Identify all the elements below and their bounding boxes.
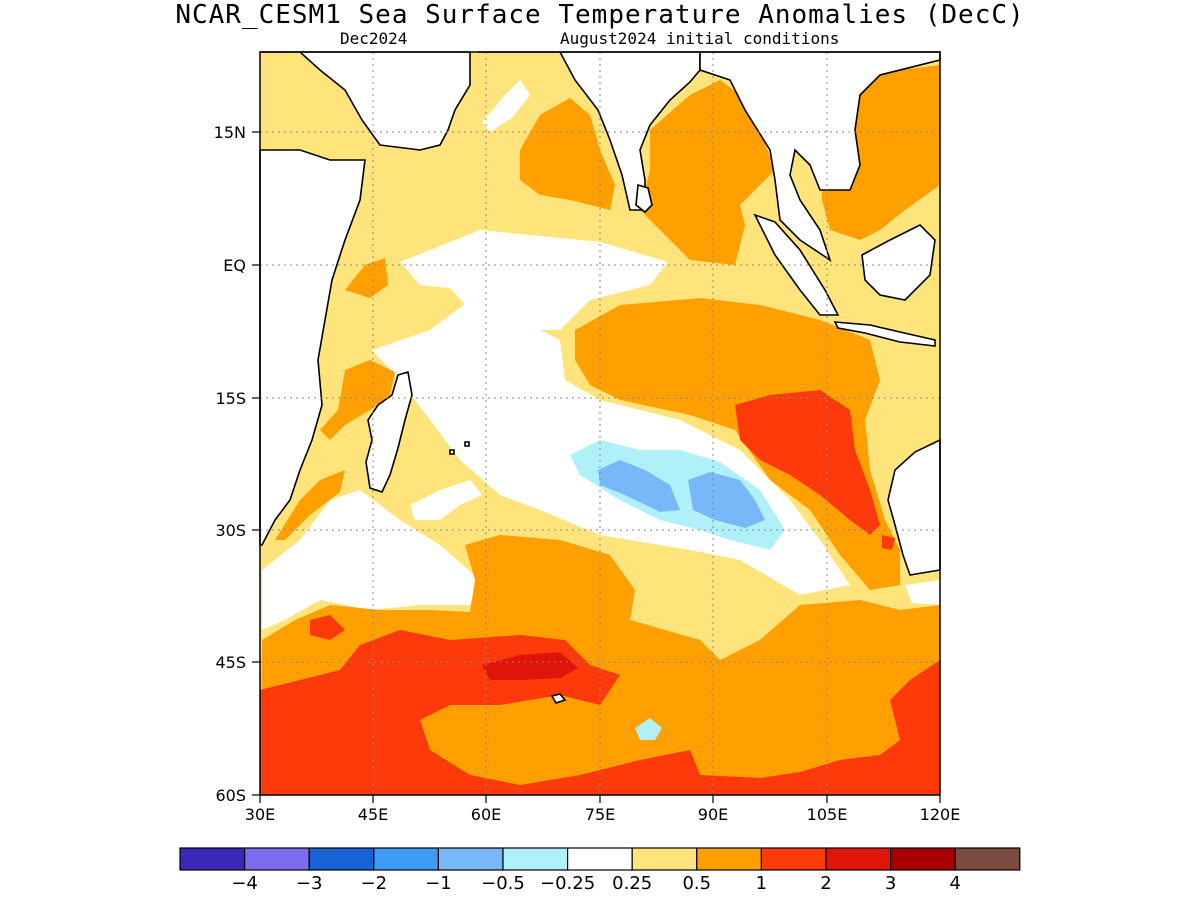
anomaly-lightblue-small xyxy=(635,718,662,740)
gridlines xyxy=(260,52,940,795)
land-mauritius xyxy=(449,449,455,455)
colorbar-label: −3 xyxy=(296,873,323,894)
land-masses xyxy=(259,51,941,704)
land-indochina xyxy=(699,51,941,262)
colorbar-swatch xyxy=(308,847,375,871)
anomaly-white-se xyxy=(905,580,940,605)
anomaly-orange-arabian xyxy=(520,98,615,210)
anomaly-orange-mada xyxy=(320,360,395,440)
lon-label: 105E xyxy=(807,805,848,824)
anomaly-white-sw xyxy=(262,490,480,630)
colorbar-label: −2 xyxy=(361,873,388,894)
lon-labels: 30E 45E 60E 75E 90E 105E 120E xyxy=(245,805,961,824)
lon-label: 60E xyxy=(471,805,501,824)
colorbar-swatch xyxy=(825,847,892,871)
anomaly-darkred-core xyxy=(482,652,578,680)
lon-label: 75E xyxy=(585,805,615,824)
colorbar-label: 3 xyxy=(885,873,896,894)
anomaly-blue-east xyxy=(688,472,765,528)
land-madagascar xyxy=(365,370,413,493)
land-australia xyxy=(887,438,941,576)
colorbar-swatch xyxy=(244,847,310,871)
colorbar-label: −4 xyxy=(231,873,258,894)
anomaly-white-small xyxy=(410,480,482,520)
colorbar-swatch xyxy=(954,847,1021,871)
anomaly-orange-somali xyxy=(345,258,388,298)
colorbar-label: −1 xyxy=(425,873,452,894)
colorbar-swatch xyxy=(179,847,246,871)
colorbar-label: 4 xyxy=(949,873,960,894)
land-java xyxy=(833,321,936,347)
colorbar-label: 2 xyxy=(820,873,831,894)
colorbar-label: −0.25 xyxy=(540,873,595,894)
colorbar-label: 1 xyxy=(756,873,767,894)
colorbar-swatch xyxy=(631,847,698,871)
lat-label: 15N xyxy=(214,123,246,142)
lat-label: 60S xyxy=(215,786,246,805)
lat-label: 30S xyxy=(215,521,246,540)
colorbar-label: −0.5 xyxy=(481,873,525,894)
land-reunion xyxy=(464,441,470,447)
lon-label: 90E xyxy=(698,805,728,824)
colorbar-swatch xyxy=(889,847,956,871)
lon-label: 30E xyxy=(245,805,275,824)
land-africa-arabia xyxy=(260,51,471,151)
land-africa-west xyxy=(259,149,366,546)
lat-label: EQ xyxy=(223,256,246,275)
anomaly-orange-moz xyxy=(275,470,345,540)
anomaly-blue-west xyxy=(598,460,680,512)
map-title: NCAR_CESM1 Sea Surface Temperature Anoma… xyxy=(175,0,1025,30)
colorbar-swatch xyxy=(437,847,504,871)
colorbar-label: 0.5 xyxy=(682,873,711,894)
lat-label: 15S xyxy=(215,389,246,408)
colorbar-swatch xyxy=(373,847,439,871)
colorbar-swatch xyxy=(760,847,827,871)
anomaly-red-java xyxy=(882,535,895,550)
init-conditions-label: August2024 initial conditions xyxy=(560,29,840,48)
anomaly-red-patch xyxy=(310,615,345,640)
anomaly-orange-east xyxy=(575,298,900,590)
colorbar-swatch xyxy=(502,847,569,871)
colorbar-label: 0.25 xyxy=(612,873,652,894)
lat-label: 45S xyxy=(215,653,246,672)
anomaly-red-south xyxy=(260,630,940,795)
colorbar: −4 −3 −2 −1 −0.5 −0.25 0.25 0.5 1 2 3 4 xyxy=(179,847,1021,894)
colorbar-swatch xyxy=(696,847,762,871)
lat-labels: 15N EQ 15S 30S 45S 60S xyxy=(214,123,246,805)
anomaly-white-arabian xyxy=(482,80,530,132)
colorbar-swatch xyxy=(566,847,633,871)
land-sri-lanka xyxy=(635,183,653,214)
anomaly-red-east xyxy=(735,390,880,535)
axis-ticks xyxy=(252,131,941,803)
lon-label: 120E xyxy=(920,805,961,824)
valid-month-label: Dec2024 xyxy=(340,29,408,48)
land-borneo xyxy=(861,224,936,301)
anomaly-orange-bay xyxy=(640,80,775,265)
land-kerguelen xyxy=(550,693,567,704)
land-sumatra xyxy=(753,213,840,316)
lon-label: 45E xyxy=(358,805,388,824)
